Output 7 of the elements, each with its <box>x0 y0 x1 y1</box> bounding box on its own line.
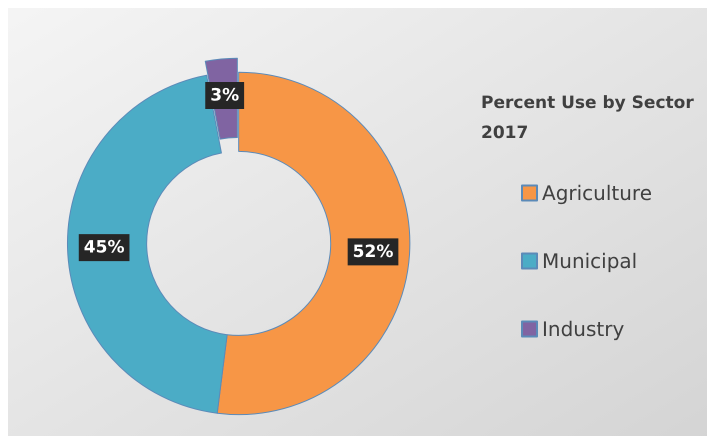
data-label: 45% <box>84 238 124 258</box>
legend-label: Agriculture <box>542 181 652 205</box>
text: Percent Use by Sector 2017 <box>481 93 700 143</box>
data-label: 3% <box>210 85 240 106</box>
legend-label: Municipal <box>542 249 638 273</box>
data-label: 52% <box>352 242 394 262</box>
legend-label: Industry <box>542 317 624 341</box>
